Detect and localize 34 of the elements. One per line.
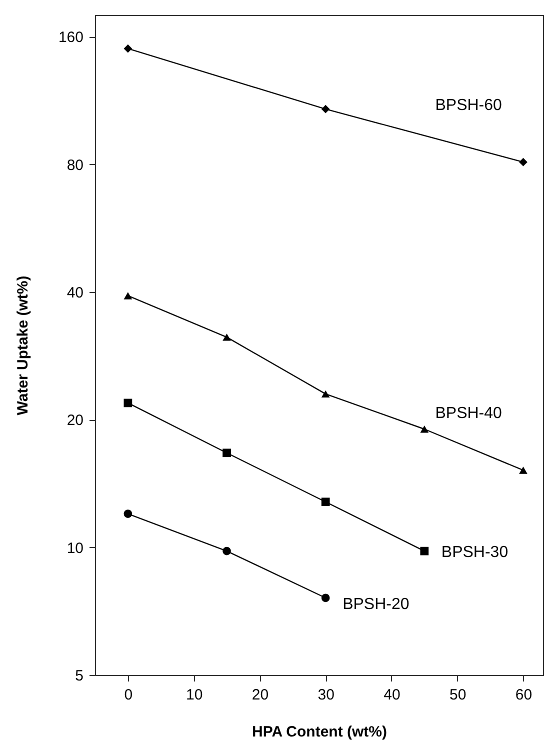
point [124, 398, 132, 408]
point [124, 510, 132, 518]
series-label: BPSH-60 [435, 97, 502, 114]
point [222, 448, 231, 458]
y-tick-label: 10 [66, 540, 84, 557]
point [124, 44, 132, 53]
series-label: BPSH-40 [435, 405, 502, 422]
x-tick-label: 10 [186, 686, 203, 704]
point [222, 334, 231, 341]
series-label: BPSH-30 [441, 544, 508, 562]
x-axis-title: HPA Content (wt%) [252, 724, 387, 740]
point [519, 466, 528, 474]
x-tick-label: 0 [124, 686, 133, 704]
x-tick-label: 30 [318, 686, 334, 704]
x-tick-label: 60 [515, 686, 532, 704]
point [321, 498, 330, 506]
y-axis-title: Water Uptake (wt%) [14, 276, 32, 416]
point [420, 546, 429, 556]
point [124, 292, 132, 300]
point [222, 546, 231, 556]
point [321, 390, 330, 398]
y-tick-label: 80 [66, 156, 84, 174]
point [519, 158, 528, 166]
x-tick-label: 50 [450, 686, 466, 704]
x-tick-label: 40 [384, 686, 400, 704]
x-tick-label: 20 [252, 686, 269, 704]
series-label: BPSH-20 [342, 596, 410, 613]
point [321, 104, 330, 114]
y-tick-label: 160 [58, 29, 84, 46]
point [321, 594, 330, 602]
y-tick-label: 40 [66, 284, 84, 302]
y-tick-label: 20 [66, 412, 84, 430]
point [420, 426, 429, 433]
y-tick-label: 5 [75, 668, 84, 684]
